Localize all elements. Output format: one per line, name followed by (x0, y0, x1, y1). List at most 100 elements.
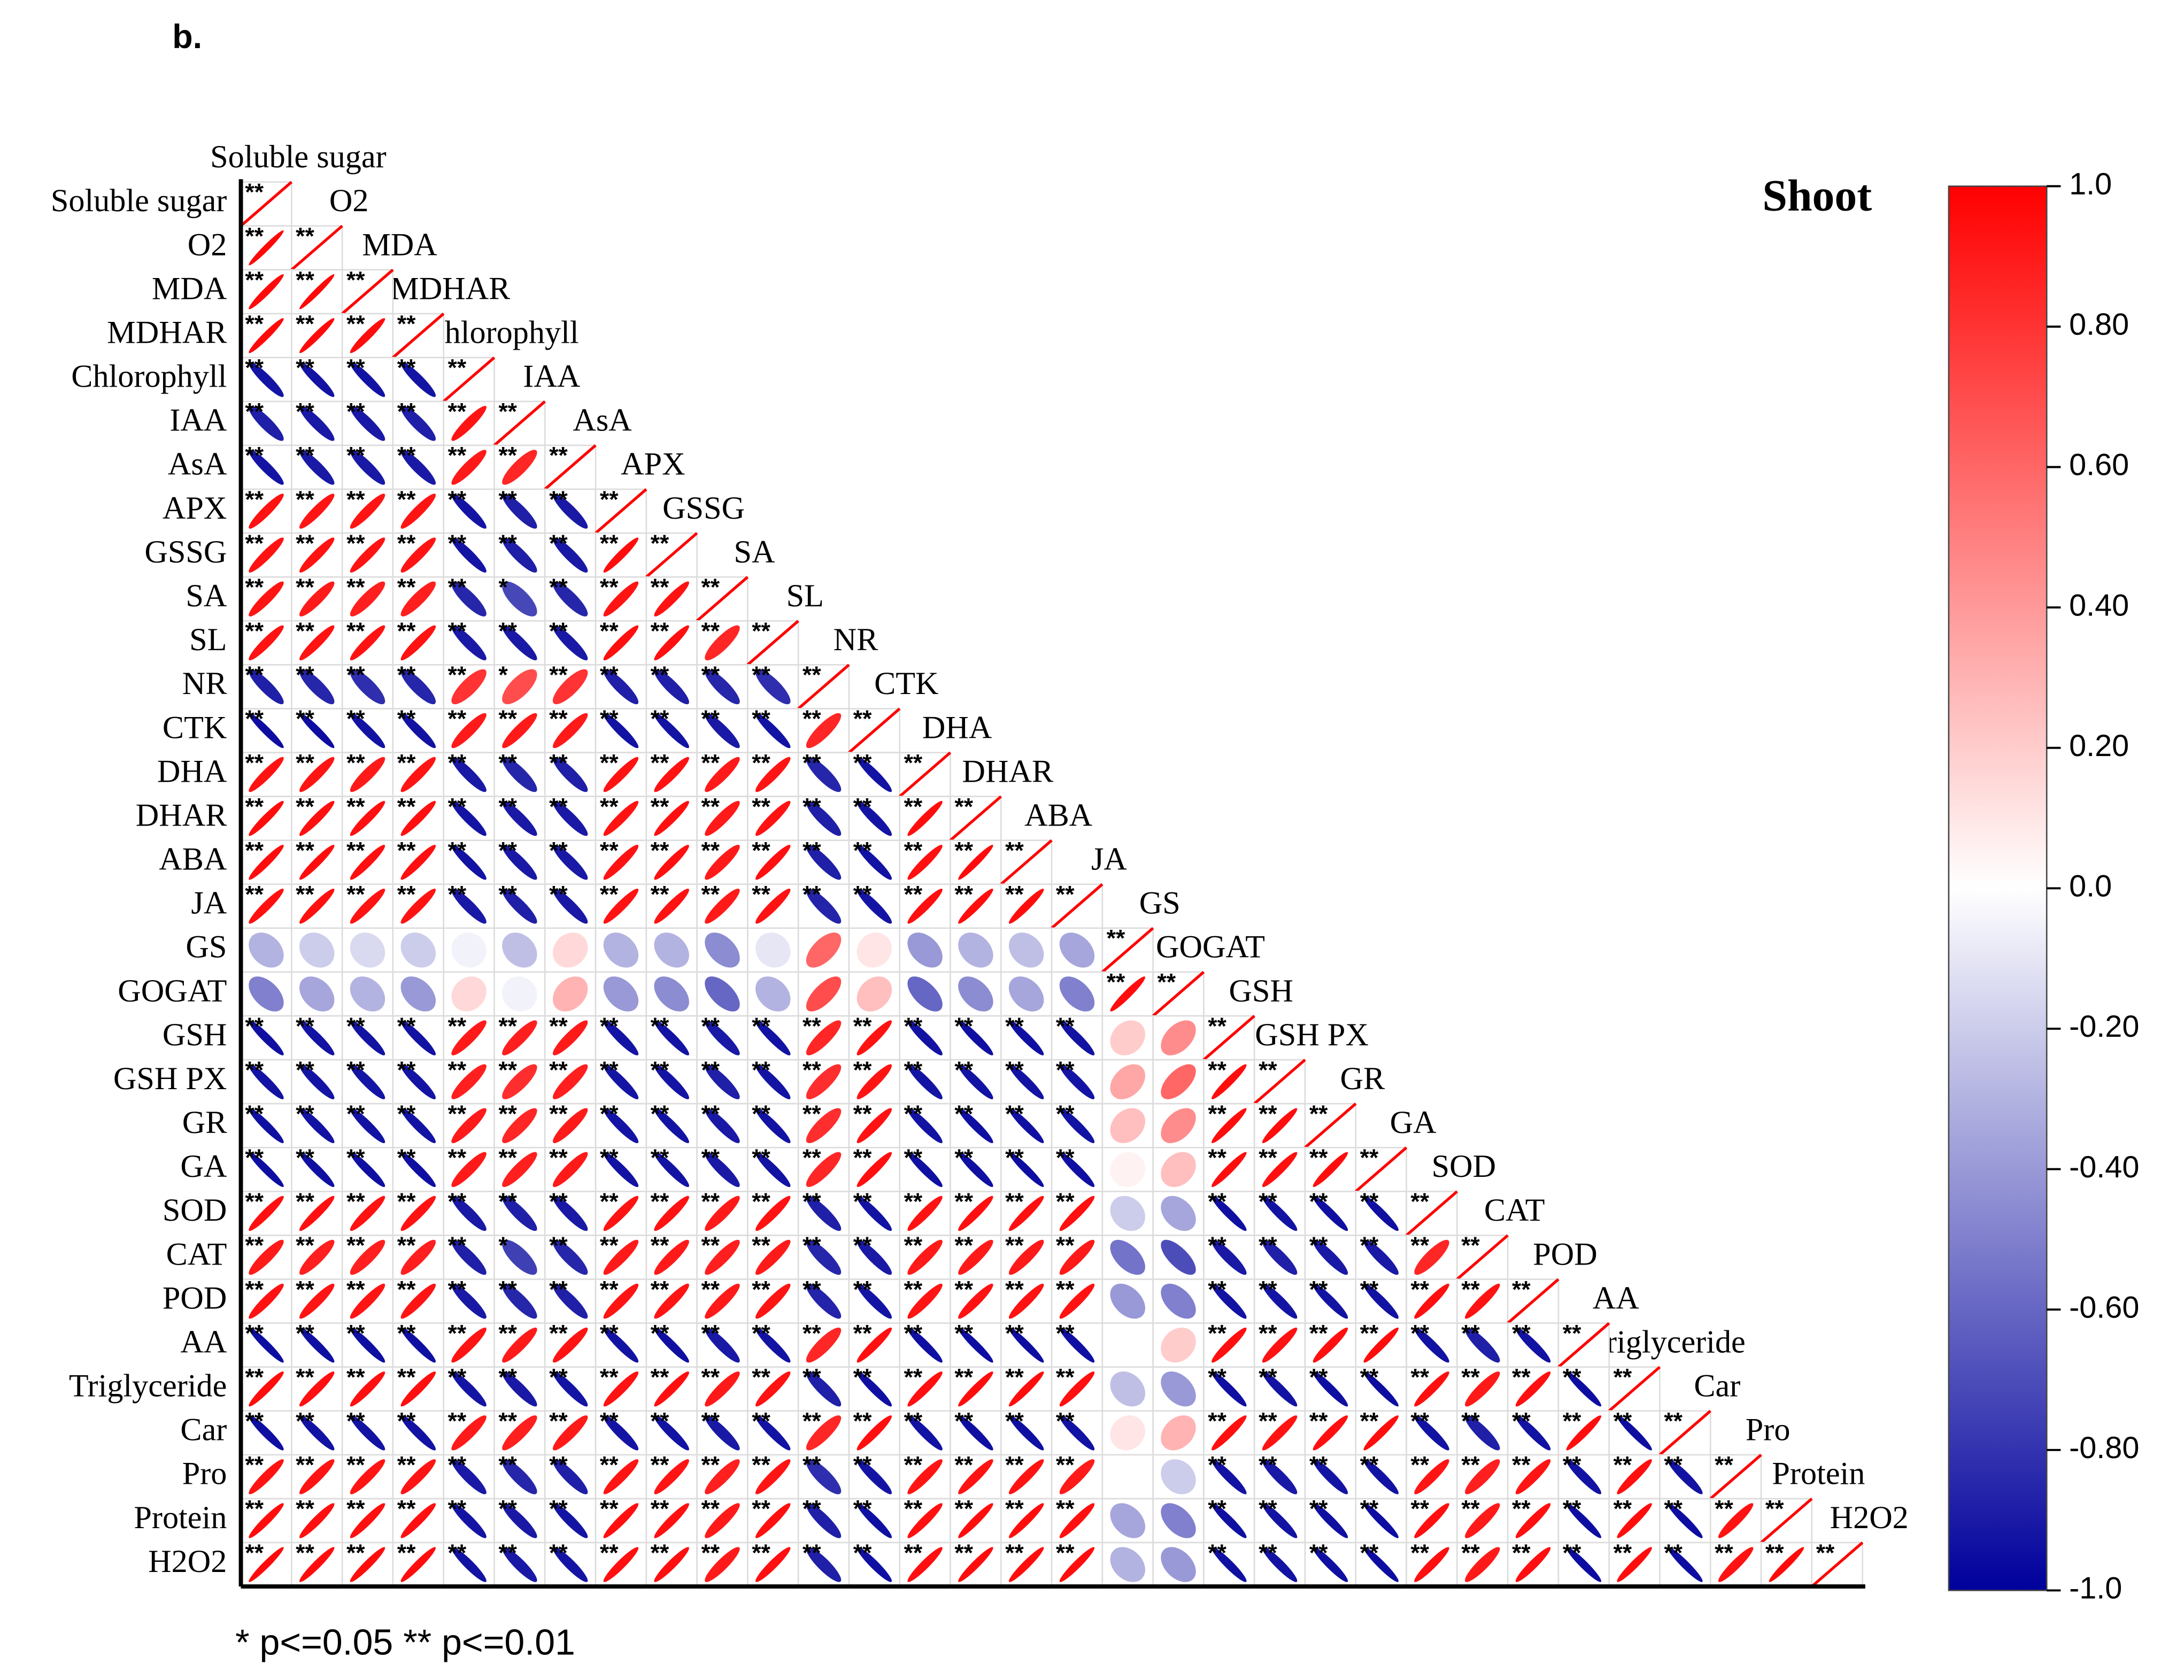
row-label: AA (180, 1324, 227, 1360)
significance-mark: ** (448, 1276, 467, 1303)
correlation-ellipse (705, 625, 740, 661)
significance-mark: ** (448, 706, 467, 732)
significance-mark: ** (600, 1364, 619, 1390)
correlation-ellipse (299, 757, 335, 792)
correlation-ellipse (249, 450, 284, 485)
significance-mark: ** (1208, 1189, 1226, 1215)
column-label: SL (786, 578, 824, 614)
correlation-ellipse (654, 757, 689, 792)
correlation-ellipse (1059, 1239, 1095, 1275)
correlation-ellipse (755, 1371, 791, 1407)
correlation-ellipse (502, 1064, 537, 1099)
significance-mark: ** (904, 1320, 923, 1346)
correlation-ellipse (654, 844, 689, 880)
column-label: Soluble sugar (210, 139, 386, 175)
correlation-ellipse (451, 581, 487, 616)
significance-mark: ** (1664, 1452, 1683, 1478)
significance-mark: ** (752, 618, 770, 644)
significance-mark: ** (1461, 1276, 1480, 1303)
correlation-ellipse (654, 1108, 689, 1143)
significance-mark: ** (1614, 1452, 1632, 1478)
significance-mark: ** (397, 1101, 416, 1127)
correlation-ellipse (1008, 1415, 1044, 1451)
significance-mark: ** (1410, 1320, 1429, 1346)
column-label: GOGAT (1156, 929, 1265, 965)
correlation-ellipse (1008, 1459, 1044, 1494)
significance-mark: ** (498, 1145, 517, 1171)
significance-mark: ** (1309, 1189, 1328, 1215)
colorbar-tick-label: 0.0 (2069, 869, 2112, 904)
correlation-ellipse (1059, 1283, 1095, 1319)
significance-mark: ** (498, 1364, 517, 1390)
significance-mark: ** (752, 1101, 770, 1127)
correlation-ellipse (958, 1239, 993, 1275)
significance-mark: ** (651, 1452, 669, 1478)
column-label: GSH (1229, 973, 1293, 1009)
significance-mark: ** (448, 662, 467, 688)
significance-mark: ** (600, 1276, 619, 1303)
significance-mark: ** (802, 1364, 821, 1390)
correlation-ellipse (1262, 1547, 1298, 1582)
significance-mark: ** (448, 399, 467, 425)
correlation-ellipse (400, 757, 436, 792)
correlation-ellipse (654, 625, 689, 661)
correlation-ellipse (502, 933, 537, 968)
significance-mark: ** (549, 1276, 568, 1303)
correlation-ellipse (249, 757, 284, 792)
significance-mark: ** (1461, 1364, 1480, 1390)
correlation-ellipse (299, 1371, 335, 1407)
correlation-ellipse (400, 933, 436, 968)
correlation-ellipse (249, 1371, 284, 1407)
correlation-ellipse (400, 889, 436, 924)
correlation-ellipse (1008, 1020, 1044, 1055)
correlation-ellipse (603, 1547, 639, 1582)
row-label: POD (163, 1280, 227, 1316)
correlation-ellipse (654, 1459, 689, 1494)
correlation-ellipse (856, 976, 892, 1012)
significance-mark: ** (346, 618, 365, 644)
significance-mark: ** (1309, 1408, 1328, 1435)
significance-mark: ** (802, 1057, 821, 1083)
column-label: SA (734, 534, 775, 570)
correlation-ellipse (1110, 1327, 1145, 1363)
correlation-ellipse (1465, 1547, 1500, 1582)
significance-mark: ** (1410, 1232, 1429, 1259)
correlation-ellipse (1161, 1020, 1196, 1055)
correlation-ellipse (603, 1196, 639, 1231)
significance-mark: ** (498, 618, 517, 644)
correlation-ellipse (856, 1459, 892, 1494)
significance-mark: ** (853, 837, 872, 864)
significance-mark: ** (904, 1276, 923, 1303)
correlation-ellipse (603, 1239, 639, 1275)
correlation-ellipse (249, 537, 284, 573)
significance-mark: ** (651, 618, 669, 644)
correlation-ellipse (299, 1547, 335, 1582)
significance-mark: ** (1056, 1232, 1075, 1259)
correlation-ellipse (856, 800, 892, 836)
significance-mark: ** (346, 311, 365, 337)
correlation-ellipse (350, 1108, 385, 1143)
correlation-ellipse (958, 1327, 993, 1363)
correlation-ellipse (654, 976, 689, 1012)
significance-mark: ** (1259, 1232, 1277, 1259)
significance-mark: ** (346, 1408, 365, 1435)
correlation-ellipse (350, 800, 385, 836)
significance-mark: ** (245, 223, 264, 249)
correlation-ellipse (299, 1327, 335, 1363)
significance-mark: ** (1056, 1408, 1075, 1435)
row-label: GS (186, 929, 227, 965)
correlation-ellipse (400, 537, 436, 573)
correlation-ellipse (654, 669, 689, 705)
significance-mark: ** (245, 662, 264, 688)
significance-mark: ** (549, 837, 568, 864)
correlation-ellipse (299, 1196, 335, 1231)
correlation-ellipse (400, 1415, 436, 1451)
correlation-ellipse (400, 362, 436, 397)
correlation-ellipse (249, 1064, 284, 1099)
significance-mark: ** (346, 1496, 365, 1522)
significance-mark: ** (752, 1145, 770, 1171)
correlation-ellipse (552, 1503, 588, 1538)
significance-mark: ** (498, 1101, 517, 1127)
correlation-ellipse (299, 1239, 335, 1275)
